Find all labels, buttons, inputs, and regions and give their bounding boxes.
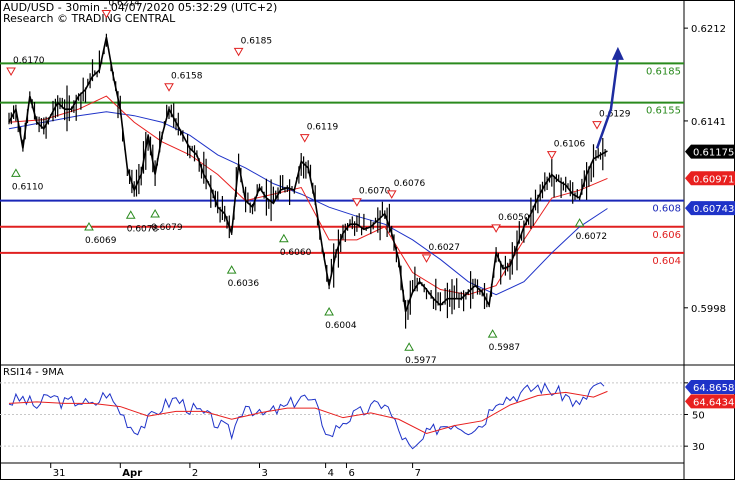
high-label-0: 0.6170: [13, 56, 45, 66]
price-tag-label-1: 0.60971: [693, 174, 734, 185]
rsi-tag-label-1: 64.6434: [693, 397, 734, 408]
low-label-11: 0.6004: [325, 321, 357, 331]
x-tick-label-1: Apr: [122, 468, 142, 479]
x-tick-label-0: 31: [53, 468, 66, 479]
low-label-14: 0.5977: [405, 356, 437, 366]
high-label-10: 0.6119: [307, 123, 339, 133]
price-tag-label-0: 0.61175: [693, 148, 734, 159]
x-tick-label-3: 3: [261, 468, 267, 479]
low-label-2: 0.6069: [85, 236, 117, 246]
y-tick-label-2: 0.5998: [691, 304, 726, 315]
low-marker-9: [278, 233, 289, 243]
price-tag-1: [685, 171, 735, 186]
low-marker-4: [125, 210, 136, 219]
high-label-6: 0.6158: [171, 72, 203, 82]
rsi-ma-line: [8, 390, 608, 435]
low-label-7: 0.6036: [228, 279, 260, 289]
high-marker-15: [421, 254, 432, 263]
high-label-3: 0.6214: [108, 0, 140, 9]
low-marker-1: [11, 168, 21, 177]
level-label-3: 0.606: [652, 230, 681, 241]
high-label-13: 0.6076: [394, 179, 426, 189]
high-marker-10: [299, 134, 310, 143]
x-tick-label-4: 4: [328, 468, 334, 479]
high-marker-3: [101, 10, 112, 19]
projection-arrow-shaft: [595, 56, 620, 149]
high-marker-12: [352, 198, 362, 207]
low-label-1: 0.6110: [12, 182, 44, 192]
high-marker-18: [546, 151, 557, 160]
low-marker-5: [150, 208, 160, 218]
high-marker-13: [386, 190, 397, 199]
chart-header-title: AUD/USD - 30min - 04/07/2020 05:32:29 (U…: [3, 1, 278, 14]
x-tick-label-5: 6: [348, 468, 354, 479]
low-marker-19: [574, 218, 585, 227]
level-label-1: 0.6155: [646, 106, 681, 117]
price-line: [8, 37, 608, 312]
rsi-tag-1: [685, 394, 735, 409]
high-marker-0: [6, 67, 16, 77]
low-marker-2: [84, 222, 94, 231]
high-label-17: 0.6050: [498, 213, 530, 223]
high-label-8: 0.6185: [241, 36, 273, 46]
y-tick-label-1: 0.6141: [691, 117, 726, 128]
price-bars: [8, 33, 606, 329]
projection-arrow-head: [611, 46, 624, 60]
low-label-16: 0.5987: [489, 343, 521, 353]
high-label-15: 0.6027: [429, 243, 461, 253]
low-label-4: 0.6078: [127, 224, 159, 234]
high-label-12: 0.6070: [359, 187, 391, 197]
rsi-tag-0: [685, 379, 735, 394]
high-marker-17: [491, 224, 501, 233]
low-marker-7: [226, 265, 237, 274]
ma-slow-line: [8, 111, 608, 296]
low-marker-11: [324, 306, 334, 316]
price-tag-0: [685, 144, 735, 159]
level-label-2: 0.608: [652, 204, 681, 215]
price-tag-2: [685, 201, 735, 216]
y-tick-label-0: 0.6212: [691, 24, 726, 35]
level-label-0: 0.6185: [646, 66, 681, 77]
high-label-18: 0.6106: [554, 140, 586, 150]
rsi-tick-label-1: 50: [692, 411, 705, 422]
high-marker-6: [164, 83, 174, 92]
rsi-tag-label-0: 64.8658: [693, 383, 734, 394]
x-tick-label-2: 2: [192, 468, 198, 479]
high-label-20: 0.6129: [599, 110, 631, 120]
high-marker-20: [592, 121, 602, 130]
chart-header-source: Research © TRADING CENTRAL: [3, 12, 176, 25]
x-tick-label-6: 7: [415, 468, 421, 479]
rsi-tick-label-2: 30: [692, 442, 705, 453]
rsi-line: [8, 382, 605, 450]
low-marker-14: [404, 342, 414, 351]
price-tag-label-2: 0.60743: [693, 204, 734, 215]
low-label-19: 0.6072: [576, 232, 608, 242]
level-label-4: 0.604: [652, 256, 681, 267]
low-marker-16: [487, 329, 498, 338]
low-label-5: 0.6079: [151, 223, 183, 233]
high-marker-8: [233, 47, 244, 57]
rsi-panel-title: RSI14 - 9MA: [3, 367, 64, 378]
low-label-9: 0.6060: [280, 248, 312, 258]
